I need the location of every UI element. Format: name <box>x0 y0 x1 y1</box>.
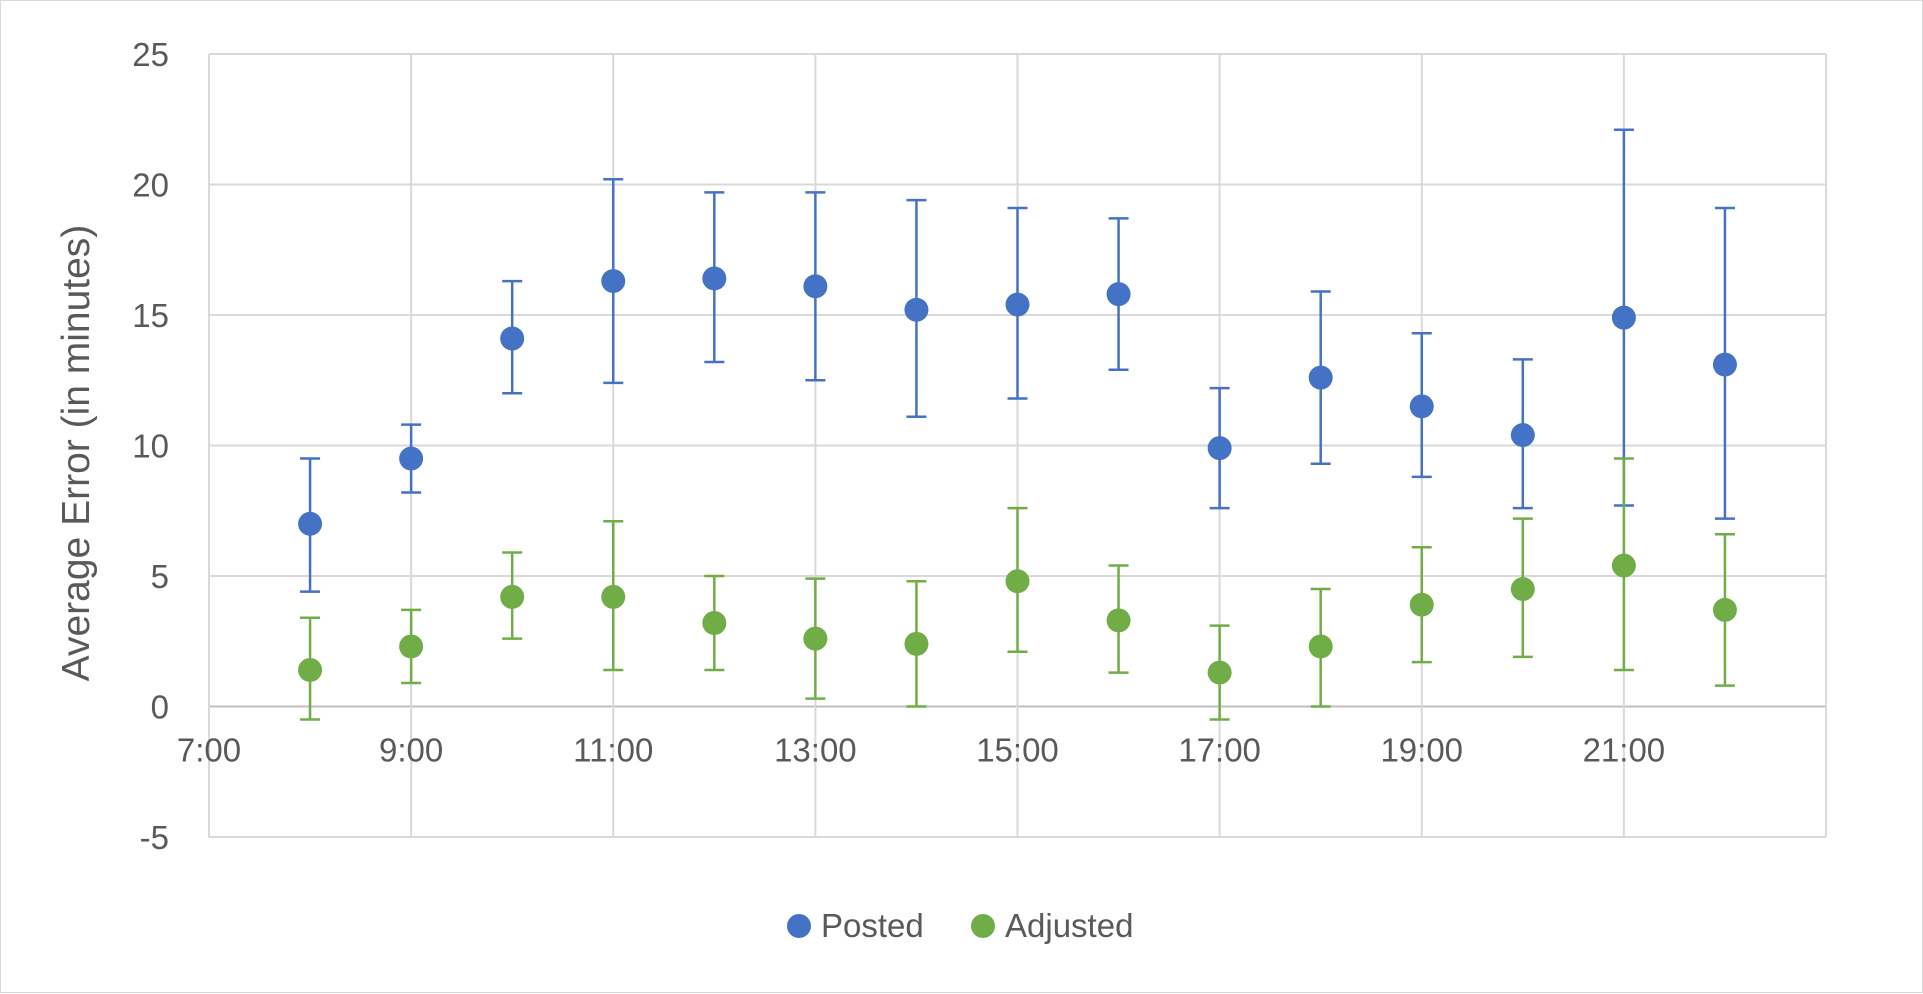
legend-marker <box>971 914 995 938</box>
x-tick-label: 21:00 <box>1583 732 1666 769</box>
x-tick-label: 7:00 <box>177 732 241 769</box>
series-layer <box>298 128 1737 721</box>
y-tick-label: 10 <box>132 428 169 465</box>
legend[interactable]: Posted Adjusted <box>787 907 1133 944</box>
legend-label: Posted <box>821 907 924 944</box>
data-point[interactable] <box>1409 394 1434 419</box>
data-point[interactable] <box>1611 553 1636 578</box>
data-point[interactable] <box>1308 634 1333 659</box>
y-tick-label: 15 <box>132 297 169 334</box>
legend-item-adjusted[interactable]: Adjusted <box>971 907 1133 944</box>
y-tick-label: 20 <box>132 167 169 204</box>
x-tick-label: 19:00 <box>1380 732 1463 769</box>
data-point[interactable] <box>803 626 828 651</box>
legend-label: Adjusted <box>1005 907 1133 944</box>
x-tick-label: 11:00 <box>573 732 653 769</box>
data-point[interactable] <box>601 269 626 294</box>
data-point[interactable] <box>1207 660 1232 685</box>
data-point[interactable] <box>601 584 626 609</box>
x-tick-label: 13:00 <box>774 732 857 769</box>
data-point[interactable] <box>1409 592 1434 617</box>
data-point[interactable] <box>702 266 727 291</box>
legend-marker <box>787 914 811 938</box>
data-point[interactable] <box>1106 608 1131 633</box>
data-point[interactable] <box>1106 282 1131 307</box>
data-point[interactable] <box>1712 352 1737 377</box>
data-point[interactable] <box>904 631 929 656</box>
data-point[interactable] <box>500 326 525 351</box>
x-tick-label: 9:00 <box>379 732 443 769</box>
x-tick-label: 15:00 <box>976 732 1059 769</box>
y-tick-label: 5 <box>151 558 169 595</box>
y-axis-ticks: -5 0 5 10 15 20 25 <box>132 36 169 856</box>
data-point[interactable] <box>1712 597 1737 622</box>
legend-item-posted[interactable]: Posted <box>787 907 924 944</box>
data-point[interactable] <box>298 511 323 536</box>
y-tick-label: 0 <box>151 689 169 726</box>
data-point[interactable] <box>1207 436 1232 461</box>
data-point[interactable] <box>1005 292 1030 317</box>
data-point[interactable] <box>1308 365 1333 390</box>
series-posted <box>298 128 1737 593</box>
data-point[interactable] <box>1510 577 1535 602</box>
data-point[interactable] <box>904 297 929 322</box>
data-point[interactable] <box>803 274 828 299</box>
data-point[interactable] <box>399 446 424 471</box>
y-tick-label: -5 <box>140 819 169 856</box>
x-tick-label: 17:00 <box>1178 732 1261 769</box>
y-axis-title: Average Error (in minutes) <box>55 225 98 682</box>
data-point[interactable] <box>399 634 424 659</box>
gridlines <box>208 53 1827 838</box>
y-tick-label: 25 <box>132 36 169 73</box>
data-point[interactable] <box>702 610 727 635</box>
data-point[interactable] <box>500 584 525 609</box>
x-axis-ticks: 7:00 9:00 11:00 13:00 15:00 17:00 19:00 21:00 <box>177 732 1665 769</box>
data-point[interactable] <box>1005 569 1030 594</box>
data-point[interactable] <box>1611 305 1636 330</box>
series-adjusted <box>298 457 1737 721</box>
data-point[interactable] <box>298 657 323 682</box>
data-point[interactable] <box>1510 423 1535 448</box>
